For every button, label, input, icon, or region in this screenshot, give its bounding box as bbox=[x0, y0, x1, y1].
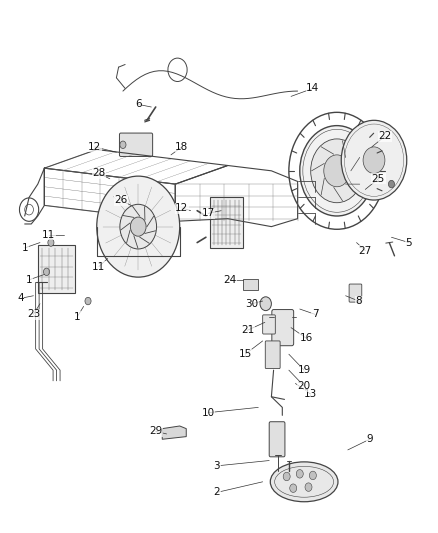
Text: 13: 13 bbox=[304, 389, 317, 399]
Circle shape bbox=[305, 483, 312, 491]
Circle shape bbox=[296, 470, 303, 478]
Text: 9: 9 bbox=[366, 434, 373, 445]
Text: 18: 18 bbox=[175, 142, 188, 152]
Text: 7: 7 bbox=[312, 309, 318, 319]
FancyBboxPatch shape bbox=[120, 133, 152, 157]
Text: 19: 19 bbox=[297, 365, 311, 375]
Text: 26: 26 bbox=[114, 195, 127, 205]
Circle shape bbox=[363, 147, 385, 173]
Text: 2: 2 bbox=[213, 488, 220, 497]
Text: 23: 23 bbox=[27, 309, 40, 319]
Circle shape bbox=[85, 297, 91, 305]
Circle shape bbox=[283, 472, 290, 481]
Circle shape bbox=[311, 139, 363, 203]
Text: 11: 11 bbox=[42, 230, 55, 240]
Text: 30: 30 bbox=[245, 298, 258, 309]
Text: 17: 17 bbox=[201, 208, 215, 219]
Circle shape bbox=[120, 141, 126, 149]
Text: 8: 8 bbox=[355, 296, 362, 306]
Circle shape bbox=[131, 217, 146, 236]
Circle shape bbox=[48, 239, 54, 246]
Text: 3: 3 bbox=[213, 461, 220, 471]
Text: 1: 1 bbox=[21, 243, 28, 253]
Circle shape bbox=[120, 204, 156, 249]
Circle shape bbox=[260, 297, 272, 311]
Circle shape bbox=[97, 176, 180, 277]
Text: 21: 21 bbox=[241, 325, 254, 335]
FancyBboxPatch shape bbox=[38, 245, 75, 293]
Text: 12: 12 bbox=[88, 142, 101, 152]
Circle shape bbox=[341, 120, 407, 200]
Text: 27: 27 bbox=[359, 246, 372, 255]
Circle shape bbox=[290, 484, 297, 492]
Text: 16: 16 bbox=[300, 333, 313, 343]
Text: 29: 29 bbox=[149, 426, 162, 437]
FancyBboxPatch shape bbox=[243, 279, 258, 290]
Circle shape bbox=[300, 126, 374, 216]
Text: 10: 10 bbox=[201, 408, 215, 418]
Text: 1: 1 bbox=[26, 275, 32, 285]
FancyBboxPatch shape bbox=[210, 197, 243, 248]
FancyBboxPatch shape bbox=[349, 284, 362, 302]
Circle shape bbox=[43, 268, 49, 276]
Text: 20: 20 bbox=[297, 381, 311, 391]
Circle shape bbox=[309, 471, 316, 480]
FancyBboxPatch shape bbox=[263, 315, 276, 334]
Text: 11: 11 bbox=[92, 262, 106, 271]
Text: 4: 4 bbox=[17, 293, 24, 303]
Text: 24: 24 bbox=[223, 275, 237, 285]
Text: 25: 25 bbox=[372, 174, 385, 184]
Text: 5: 5 bbox=[406, 238, 412, 247]
Text: 22: 22 bbox=[378, 131, 392, 141]
Circle shape bbox=[324, 155, 350, 187]
Text: 14: 14 bbox=[306, 83, 319, 93]
Text: 12: 12 bbox=[175, 203, 188, 213]
FancyBboxPatch shape bbox=[272, 310, 293, 346]
Text: 1: 1 bbox=[74, 312, 81, 322]
FancyBboxPatch shape bbox=[269, 422, 285, 457]
Text: 28: 28 bbox=[92, 168, 106, 179]
Polygon shape bbox=[162, 426, 186, 439]
Ellipse shape bbox=[270, 462, 338, 502]
Circle shape bbox=[389, 180, 395, 188]
Text: 6: 6 bbox=[135, 99, 141, 109]
FancyBboxPatch shape bbox=[265, 341, 280, 368]
Text: 15: 15 bbox=[239, 349, 252, 359]
